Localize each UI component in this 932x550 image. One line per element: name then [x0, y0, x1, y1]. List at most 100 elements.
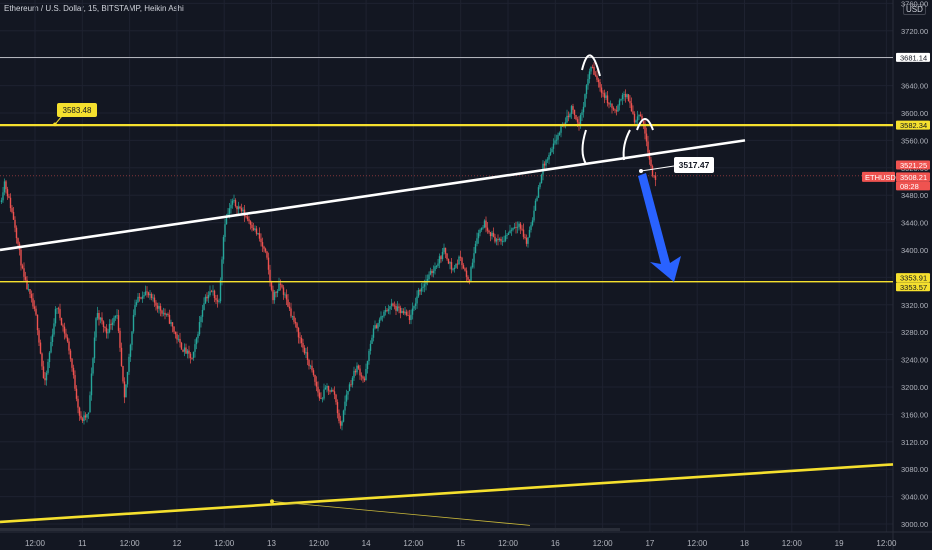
level-tag: 3353.91 — [900, 274, 927, 283]
candle-body — [462, 265, 465, 269]
candle-body — [545, 160, 547, 166]
candle-body — [410, 314, 412, 321]
candle-body — [237, 206, 240, 210]
candle-body — [254, 228, 256, 230]
candle-body — [332, 390, 334, 392]
candle-body — [155, 302, 157, 306]
candle-body — [290, 308, 292, 317]
candle-body — [645, 133, 648, 142]
candle-body — [500, 238, 502, 242]
candle-body — [476, 238, 478, 244]
y-tick-label: 3240.00 — [901, 356, 928, 365]
candle-body — [90, 373, 93, 396]
candle-body — [642, 120, 645, 124]
candle-body — [365, 369, 367, 381]
candle-body — [344, 401, 346, 411]
candle-body — [147, 292, 150, 296]
currency-label[interactable]: USD — [903, 4, 926, 15]
candle-body — [105, 328, 108, 334]
callout-label: 3517.47 — [679, 160, 710, 170]
shoulder-arc — [636, 118, 654, 131]
candle-body — [447, 259, 450, 264]
candle-body — [78, 407, 81, 416]
candle-body — [494, 236, 496, 242]
candle-body — [357, 365, 360, 369]
candle-body — [632, 111, 634, 114]
candle-body — [444, 247, 447, 254]
candle-body — [11, 208, 13, 212]
candle-body — [588, 71, 591, 80]
x-tick-label: 14 — [362, 539, 371, 548]
candle-body — [192, 351, 195, 358]
candle-body — [186, 350, 189, 354]
candle-body — [197, 334, 199, 339]
candle-body — [0, 200, 3, 203]
candle-body — [38, 330, 40, 343]
candle-body — [50, 342, 52, 353]
candle-body — [216, 300, 219, 302]
candle-body — [116, 315, 118, 317]
candle-body — [264, 248, 267, 252]
y-tick-label: 3000.00 — [901, 520, 928, 529]
candle-body — [446, 253, 448, 260]
candle-body — [113, 317, 115, 323]
candle-body — [537, 187, 540, 198]
candle-body — [252, 228, 255, 230]
callout-box — [674, 157, 714, 173]
candle-body — [47, 362, 49, 373]
candle-body — [584, 94, 586, 107]
candle-body — [123, 381, 126, 398]
candle-body — [239, 206, 241, 209]
x-tick-label: 12:00 — [876, 539, 897, 548]
candle-body — [414, 303, 417, 306]
callout-label: 3583.48 — [63, 106, 92, 115]
candle-body — [62, 325, 64, 327]
candle-body — [627, 94, 630, 101]
candle-body — [384, 310, 387, 312]
candle-body — [198, 322, 201, 335]
y-tick-label: 3760.00 — [901, 0, 928, 8]
candle-body — [303, 347, 306, 354]
candle-body — [77, 398, 79, 408]
candle-body — [107, 332, 109, 334]
price-tag-bg — [896, 172, 930, 182]
candle-body — [630, 103, 633, 112]
candle-body — [251, 224, 253, 229]
candle-body — [623, 94, 625, 95]
candle-body — [461, 257, 463, 266]
y-axis[interactable]: 3000.00 3040.00 3080.00 3120.00 3160.00 3200.… — [901, 0, 928, 529]
candle-body — [327, 385, 330, 391]
candle-body — [374, 325, 376, 329]
candle-body — [300, 337, 303, 344]
candle-body — [392, 303, 394, 306]
x-axis[interactable]: 12:00 11 12:00 12 12:00 13 12:00 14 12:00 15 12:00… — [25, 539, 897, 548]
candle-body — [182, 349, 184, 352]
candle-body — [177, 338, 180, 340]
candle-body — [539, 183, 541, 188]
candle-body — [329, 390, 331, 392]
candle-body — [272, 289, 274, 301]
x-tick-label: 12:00 — [782, 539, 803, 548]
candle-body — [173, 326, 175, 332]
candle-body — [29, 288, 31, 294]
candle-body — [68, 341, 70, 351]
x-tick-label: 15 — [456, 539, 465, 548]
candle-body — [422, 286, 424, 289]
candle-body — [534, 200, 537, 211]
candle-body — [170, 322, 172, 324]
candle-body — [315, 381, 318, 387]
candle-body — [596, 75, 598, 80]
candle-body — [620, 99, 622, 101]
candle-body — [282, 287, 285, 295]
candle-body — [525, 238, 528, 244]
candle-body — [221, 259, 223, 280]
candle-body — [135, 302, 138, 306]
candle-body — [32, 298, 34, 307]
candle-body — [443, 247, 445, 252]
candle-body — [188, 350, 190, 354]
candle-body — [435, 265, 438, 267]
candle-body — [513, 227, 516, 228]
